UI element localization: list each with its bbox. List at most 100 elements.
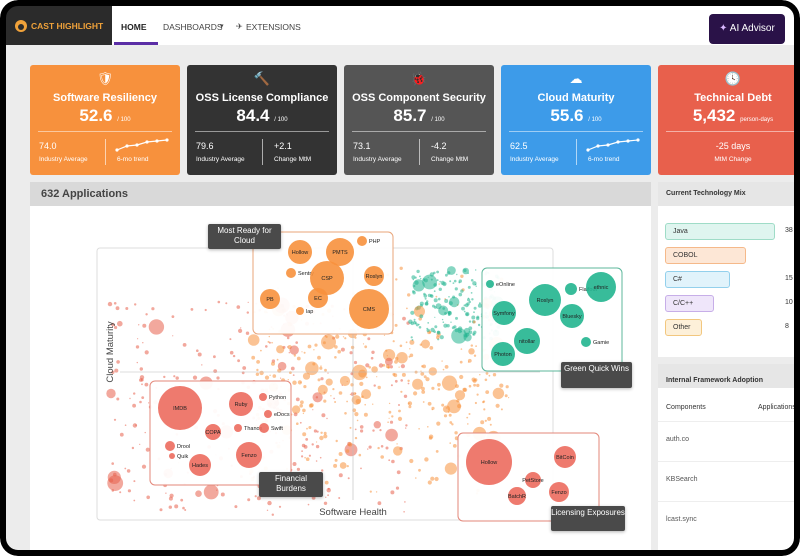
app-label: BitCoin (556, 455, 574, 461)
background-bubble (308, 454, 311, 457)
app-label: nitollar (519, 339, 535, 345)
background-bubble (334, 458, 338, 462)
background-bubble (445, 273, 448, 277)
trend-line (587, 139, 639, 151)
background-bubble (428, 436, 433, 440)
background-bubble (139, 375, 145, 380)
background-bubble (247, 498, 251, 502)
background-bubble (435, 303, 442, 310)
background-bubble (201, 364, 203, 366)
background-bubble (136, 361, 138, 364)
background-bubble (451, 328, 467, 344)
background-bubble (360, 467, 362, 470)
trend-point (145, 140, 149, 144)
app-bubble (229, 392, 253, 416)
y-axis-label: Cloud Maturity (105, 321, 116, 382)
background-bubble (325, 378, 333, 386)
background-bubble (482, 401, 485, 404)
app-label: Fenzo (241, 453, 256, 459)
background-bubble (126, 469, 131, 473)
background-bubble (468, 348, 475, 355)
background-bubble (159, 508, 163, 512)
technology-bar: Java (665, 223, 775, 240)
app-label: Thanos (244, 426, 263, 432)
background-bubble (266, 509, 269, 511)
background-bubble (346, 400, 348, 403)
ai-icon: ✦ (719, 23, 730, 34)
background-bubble (402, 316, 406, 321)
app-bubble (158, 386, 202, 430)
background-bubble (388, 402, 391, 405)
background-bubble (365, 363, 370, 368)
background-bubble (467, 361, 470, 363)
card-unit: / 100 (274, 117, 288, 123)
background-bubble (315, 460, 318, 462)
background-bubble (174, 504, 179, 509)
background-bubble (449, 280, 452, 283)
app-bubble (259, 423, 269, 433)
background-bubble (260, 349, 262, 352)
panel-header (658, 182, 800, 206)
background-bubble (449, 296, 460, 308)
background-bubble (315, 396, 319, 399)
background-bubble (271, 361, 275, 366)
background-bubble (394, 379, 398, 383)
background-bubble (416, 269, 420, 274)
background-bubble (418, 428, 420, 430)
row-divider (658, 501, 800, 502)
background-bubble (359, 425, 364, 429)
background-bubble (353, 392, 357, 396)
background-bubble (247, 301, 249, 303)
background-bubble (151, 307, 155, 311)
background-bubble (421, 386, 425, 391)
nav-home[interactable]: HOME (121, 22, 147, 32)
background-bubble (133, 499, 136, 502)
app-bubble (554, 446, 576, 468)
callout-tag: Green Quick Wins (561, 362, 632, 388)
app-label: Hades (192, 463, 208, 469)
background-bubble (367, 448, 369, 450)
background-bubble (145, 447, 150, 452)
background-bubble (370, 356, 374, 360)
background-bubble (423, 278, 428, 283)
app-bubble (326, 238, 354, 266)
left-value: 62.5 (510, 141, 528, 151)
background-bubble (443, 323, 448, 328)
background-bubble (471, 298, 474, 301)
app-label: Sentry (298, 271, 314, 277)
background-bubble (292, 380, 297, 385)
nav-dashboards[interactable]: DASHBOARDS (163, 22, 223, 32)
background-bubble (342, 336, 345, 338)
background-bubble (180, 498, 184, 502)
background-bubble (433, 306, 437, 309)
background-bubble (449, 421, 453, 424)
nav-extensions[interactable]: EXTENSIONS (246, 22, 301, 32)
background-bubble (468, 326, 473, 331)
background-bubble (377, 501, 382, 506)
background-bubble (139, 443, 141, 445)
background-bubble (467, 285, 471, 289)
background-bubble (420, 277, 422, 280)
background-bubble (410, 336, 413, 339)
app-bubble (565, 283, 577, 295)
background-bubble (441, 360, 443, 362)
background-bubble (375, 491, 378, 493)
ai-advisor-button[interactable]: ✦ AI Advisor (709, 14, 785, 44)
background-bubble (173, 375, 176, 378)
card-unit: / 100 (117, 117, 131, 123)
background-bubble (278, 505, 282, 508)
background-bubble (316, 430, 319, 433)
background-bubble (305, 438, 309, 441)
background-bubble (299, 421, 302, 424)
background-bubble (256, 496, 261, 501)
background-bubble (389, 420, 394, 424)
card-value-number: 84.4 (236, 106, 270, 125)
background-bubble (413, 391, 418, 396)
background-bubble (338, 452, 343, 456)
background-bubble (317, 378, 321, 382)
background-bubble (447, 313, 451, 316)
background-bubble (409, 353, 414, 358)
background-bubble (237, 359, 241, 363)
background-bubble (393, 446, 403, 456)
background-bubble (182, 506, 185, 510)
